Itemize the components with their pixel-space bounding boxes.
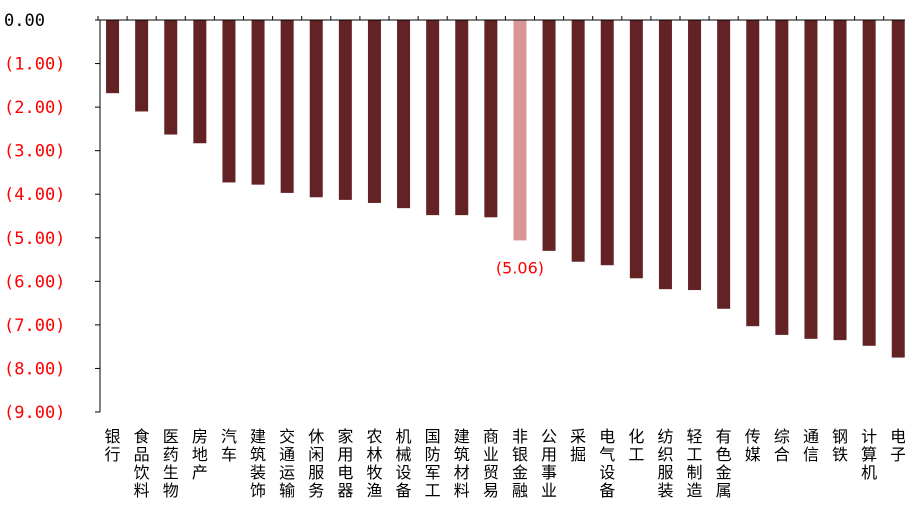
x-tick-label: 纺织服装 <box>657 427 673 500</box>
bar <box>106 20 120 94</box>
x-tick-label: 钢铁 <box>832 427 848 464</box>
bar <box>688 20 702 291</box>
x-tick-label: 汽车 <box>221 427 237 464</box>
x-axis: 银行食品饮料医药生物房地产汽车建筑装饰交通运输休闲服务家用电器农林牧渔机械设备国… <box>97 16 905 500</box>
x-tick-label: 通信 <box>803 427 819 464</box>
x-tick-label: 电气设备 <box>599 427 615 500</box>
bar <box>571 20 585 262</box>
bar <box>397 20 411 209</box>
x-tick-label: 公用事业 <box>541 427 557 500</box>
x-tick-label: 传媒 <box>745 427 761 464</box>
bar <box>280 20 294 193</box>
y-tick-label: (5.00) <box>4 229 65 249</box>
x-tick-label: 电子 <box>890 427 905 464</box>
y-tick-label: (8.00) <box>4 359 65 379</box>
y-tick-label: (6.00) <box>4 272 65 292</box>
y-tick-label: (4.00) <box>4 185 65 205</box>
bar <box>542 20 556 251</box>
x-tick-label: 休闲服务 <box>308 427 324 500</box>
bar <box>484 20 498 218</box>
bar <box>746 20 760 327</box>
bars <box>106 20 905 358</box>
x-tick-label: 房地产 <box>192 427 208 482</box>
x-tick-label: 商业贸易 <box>483 427 499 500</box>
bar <box>309 20 323 198</box>
x-tick-label: 轻工制造 <box>687 427 703 500</box>
bar <box>513 20 527 241</box>
x-tick-label: 食品饮料 <box>134 427 150 500</box>
x-tick-label: 机械设备 <box>396 427 412 500</box>
bar <box>804 20 818 339</box>
bar <box>600 20 614 266</box>
bar <box>251 20 265 185</box>
y-tick-label: (7.00) <box>4 316 65 336</box>
y-tick-label: 0.00 <box>4 11 45 31</box>
x-tick-label: 综合 <box>774 427 790 464</box>
x-tick-label: 有色金属 <box>716 427 732 500</box>
x-tick-label: 非银金融 <box>512 427 528 500</box>
x-tick-label: 采掘 <box>570 427 586 464</box>
x-tick-label: 交通运输 <box>279 427 295 500</box>
bar <box>193 20 207 144</box>
bar <box>775 20 789 335</box>
bar <box>426 20 440 216</box>
bar <box>338 20 352 200</box>
bar <box>629 20 643 279</box>
bar <box>717 20 731 309</box>
x-tick-label: 医药生物 <box>163 427 179 500</box>
bar <box>862 20 876 346</box>
bar <box>164 20 178 135</box>
x-tick-label: 国防军工 <box>425 427 441 500</box>
x-tick-label: 化工 <box>628 427 644 464</box>
x-tick-label: 家用电器 <box>337 427 353 500</box>
x-tick-label: 银行 <box>105 427 121 464</box>
bar <box>367 20 381 203</box>
x-tick-label: 计算机 <box>861 427 877 482</box>
bar <box>455 20 469 216</box>
bar <box>135 20 149 112</box>
y-tick-label: (2.00) <box>4 98 65 118</box>
bar <box>658 20 672 290</box>
bar <box>891 20 905 358</box>
y-tick-label: (3.00) <box>4 142 65 162</box>
y-tick-label: (1.00) <box>4 55 65 75</box>
x-tick-label: 建筑材料 <box>454 427 470 500</box>
bar <box>222 20 236 183</box>
y-axis: 0.00 (1.00) (2.00) (3.00) (4.00) (5.00) (6.00)… <box>4 11 101 423</box>
x-tick-label: 农林牧渔 <box>366 427 382 500</box>
x-tick-label: 建筑装饰 <box>250 427 266 500</box>
data-label: (5.06) <box>496 258 544 277</box>
data-labels: (5.06) <box>496 258 544 277</box>
bar <box>833 20 847 341</box>
y-tick-label: (9.00) <box>4 403 65 423</box>
